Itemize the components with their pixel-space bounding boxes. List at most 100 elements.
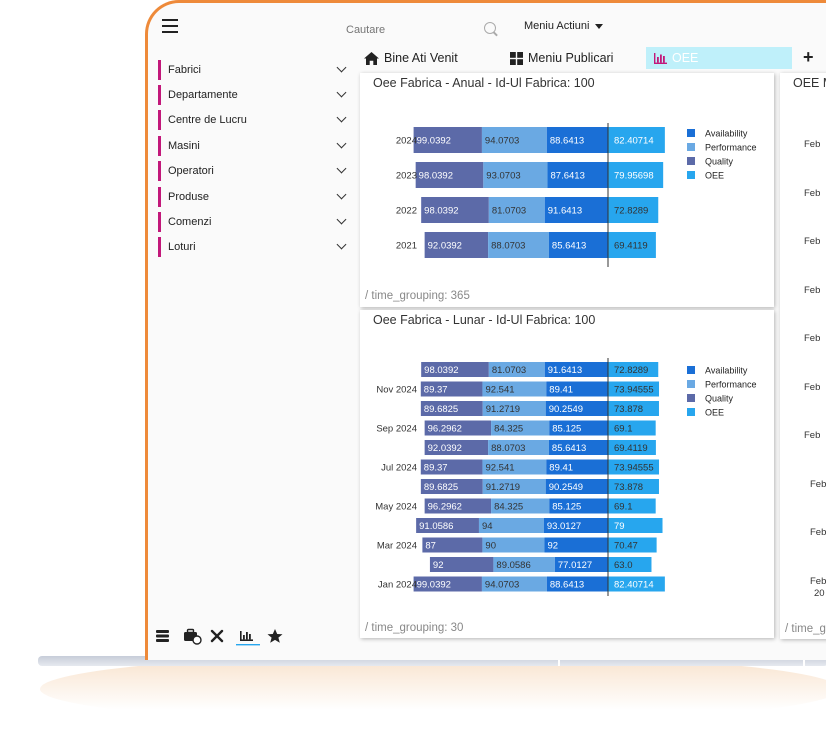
legend-swatch: [687, 157, 695, 165]
bar-performance: [488, 232, 549, 258]
annual-oee-panel: Oee Fabrica - Anual - Id-Ul Fabrica: 100…: [360, 73, 774, 307]
data-label: 89.37: [424, 385, 448, 396]
data-label: 79: [614, 521, 625, 532]
monthly-oee-panel: Oee Fabrica - Lunar - Id-Ul Fabrica: 100…: [360, 310, 774, 638]
sidebar-item-loturi[interactable]: Loturi: [158, 237, 351, 257]
star-icon[interactable]: [267, 629, 283, 643]
data-label: 92.541: [485, 463, 514, 474]
sidebar-item-label: Operatori: [168, 165, 214, 177]
sidebar-item-centre-de-lucru[interactable]: Centre de Lucru: [158, 110, 351, 130]
sidebar-item-label: Centre de Lucru: [168, 114, 247, 126]
database-icon[interactable]: [156, 630, 169, 642]
annual-oee-chart: 99.0392 94.0703 88.6413 82.40714 2024 98.0392…: [396, 123, 757, 267]
data-label: 98.0392: [419, 171, 453, 182]
search-icon[interactable]: [484, 22, 496, 34]
chevron-down-icon[interactable]: [336, 163, 347, 174]
data-label: 92.541: [485, 385, 514, 396]
data-label: 72.8289: [614, 365, 648, 376]
category-label: 2023: [396, 171, 417, 182]
chevron-down-icon[interactable]: [336, 138, 347, 149]
legend-label: Performance: [705, 380, 757, 390]
bar-quality: [420, 401, 483, 416]
chevron-down-icon[interactable]: [336, 239, 347, 250]
bar-performance: [488, 197, 545, 223]
tab-meniu-publicari[interactable]: Meniu Publicari: [510, 47, 613, 69]
bar-availability: [548, 232, 608, 258]
search-input[interactable]: [344, 19, 498, 41]
bar-oee: [608, 518, 663, 533]
actions-menu-dropdown[interactable]: Meniu Actiuni: [524, 20, 604, 32]
bar-performance: [488, 440, 549, 455]
sidebar-item-produse[interactable]: Produse: [158, 187, 351, 207]
sidebar-item-departamente[interactable]: Departamente: [158, 85, 351, 105]
sidebar-item-operatori[interactable]: Operatori: [158, 161, 351, 181]
data-label: 89.37: [424, 463, 448, 474]
bar-performance: [482, 537, 545, 553]
bar-quality: [415, 162, 484, 188]
data-label: 88.0703: [491, 443, 525, 454]
data-label: 96.2962: [428, 502, 462, 513]
add-tab-button[interactable]: +: [803, 47, 814, 67]
panel-title: OEE M: [793, 76, 826, 90]
chevron-down-icon[interactable]: [336, 112, 347, 123]
legend-label: Availability: [705, 129, 748, 139]
legend-swatch: [687, 394, 695, 402]
legend-label: Quality: [705, 157, 734, 167]
tools-icon[interactable]: [210, 629, 224, 643]
axis-tick-label: Feb: [810, 478, 826, 490]
sidebar-item-label: Fabrici: [168, 64, 202, 76]
tab-bine-ati-venit[interactable]: Bine Ati Venit: [364, 47, 458, 69]
hamburger-menu-icon[interactable]: [162, 19, 178, 33]
data-label: 88.6413: [550, 580, 584, 591]
legend-swatch: [687, 129, 695, 137]
data-label: 85.6413: [552, 443, 586, 454]
sidebar-item-comenzi[interactable]: Comenzi: [158, 212, 351, 232]
data-label: 81.0703: [492, 365, 526, 376]
bar-performance: [493, 557, 555, 572]
category-label: May 2024: [375, 502, 417, 513]
tab-oee[interactable]: OEE: [646, 47, 792, 69]
chevron-down-icon[interactable]: [336, 189, 347, 200]
data-label: 91.0586: [419, 521, 453, 532]
bar-performance: [491, 498, 550, 514]
data-label: 99.0392: [417, 136, 451, 147]
bar-oee: [608, 440, 656, 455]
bar-availability: [546, 576, 608, 592]
chart-icon: [654, 52, 667, 64]
bar-oee: [608, 479, 659, 494]
chart-icon[interactable]: [236, 631, 260, 646]
sidebar-item-masini[interactable]: Masini: [158, 136, 351, 156]
category-label: Jan 2024: [378, 580, 417, 591]
data-label: 85.125: [552, 424, 581, 435]
data-label: 89.41: [549, 385, 573, 396]
legend-label: Quality: [705, 394, 734, 404]
chevron-down-icon[interactable]: [336, 87, 347, 98]
monthly-oee-chart: 98.0392 81.0703 91.6413 72.8289 89.37 92.541 8…: [375, 358, 757, 596]
category-label: Jul 2024: [381, 463, 417, 474]
tab-label: OEE: [672, 51, 699, 65]
data-label: 84.325: [494, 502, 523, 513]
bar-performance: [491, 420, 550, 436]
data-label: 88.6413: [550, 136, 584, 147]
data-label: 94: [482, 521, 493, 532]
category-label: Sep 2024: [376, 424, 417, 435]
bar-availability: [548, 440, 608, 455]
chevron-down-icon[interactable]: [336, 62, 347, 73]
sidebar-item-label: Departamente: [168, 89, 238, 101]
bar-oee: [608, 127, 665, 153]
briefcase-clock-icon[interactable]: [184, 628, 202, 645]
bar-oee: [608, 537, 657, 553]
device-screen: Meniu Actiuni Fabrici Departamente Centr…: [145, 0, 826, 660]
category-label: 2022: [396, 206, 417, 217]
sidebar-item-fabrici[interactable]: Fabrici: [158, 60, 351, 80]
chevron-down-icon[interactable]: [336, 214, 347, 225]
bar-performance: [482, 479, 546, 494]
legend-swatch: [687, 408, 695, 416]
data-label: 92: [433, 560, 444, 571]
bar-availability: [546, 127, 608, 153]
bar-availability: [544, 362, 608, 377]
bar-performance: [478, 518, 544, 533]
panel-footer: / time_grouping: 30: [365, 622, 464, 634]
bar-oee: [608, 459, 660, 475]
grid-icon: [510, 51, 523, 65]
